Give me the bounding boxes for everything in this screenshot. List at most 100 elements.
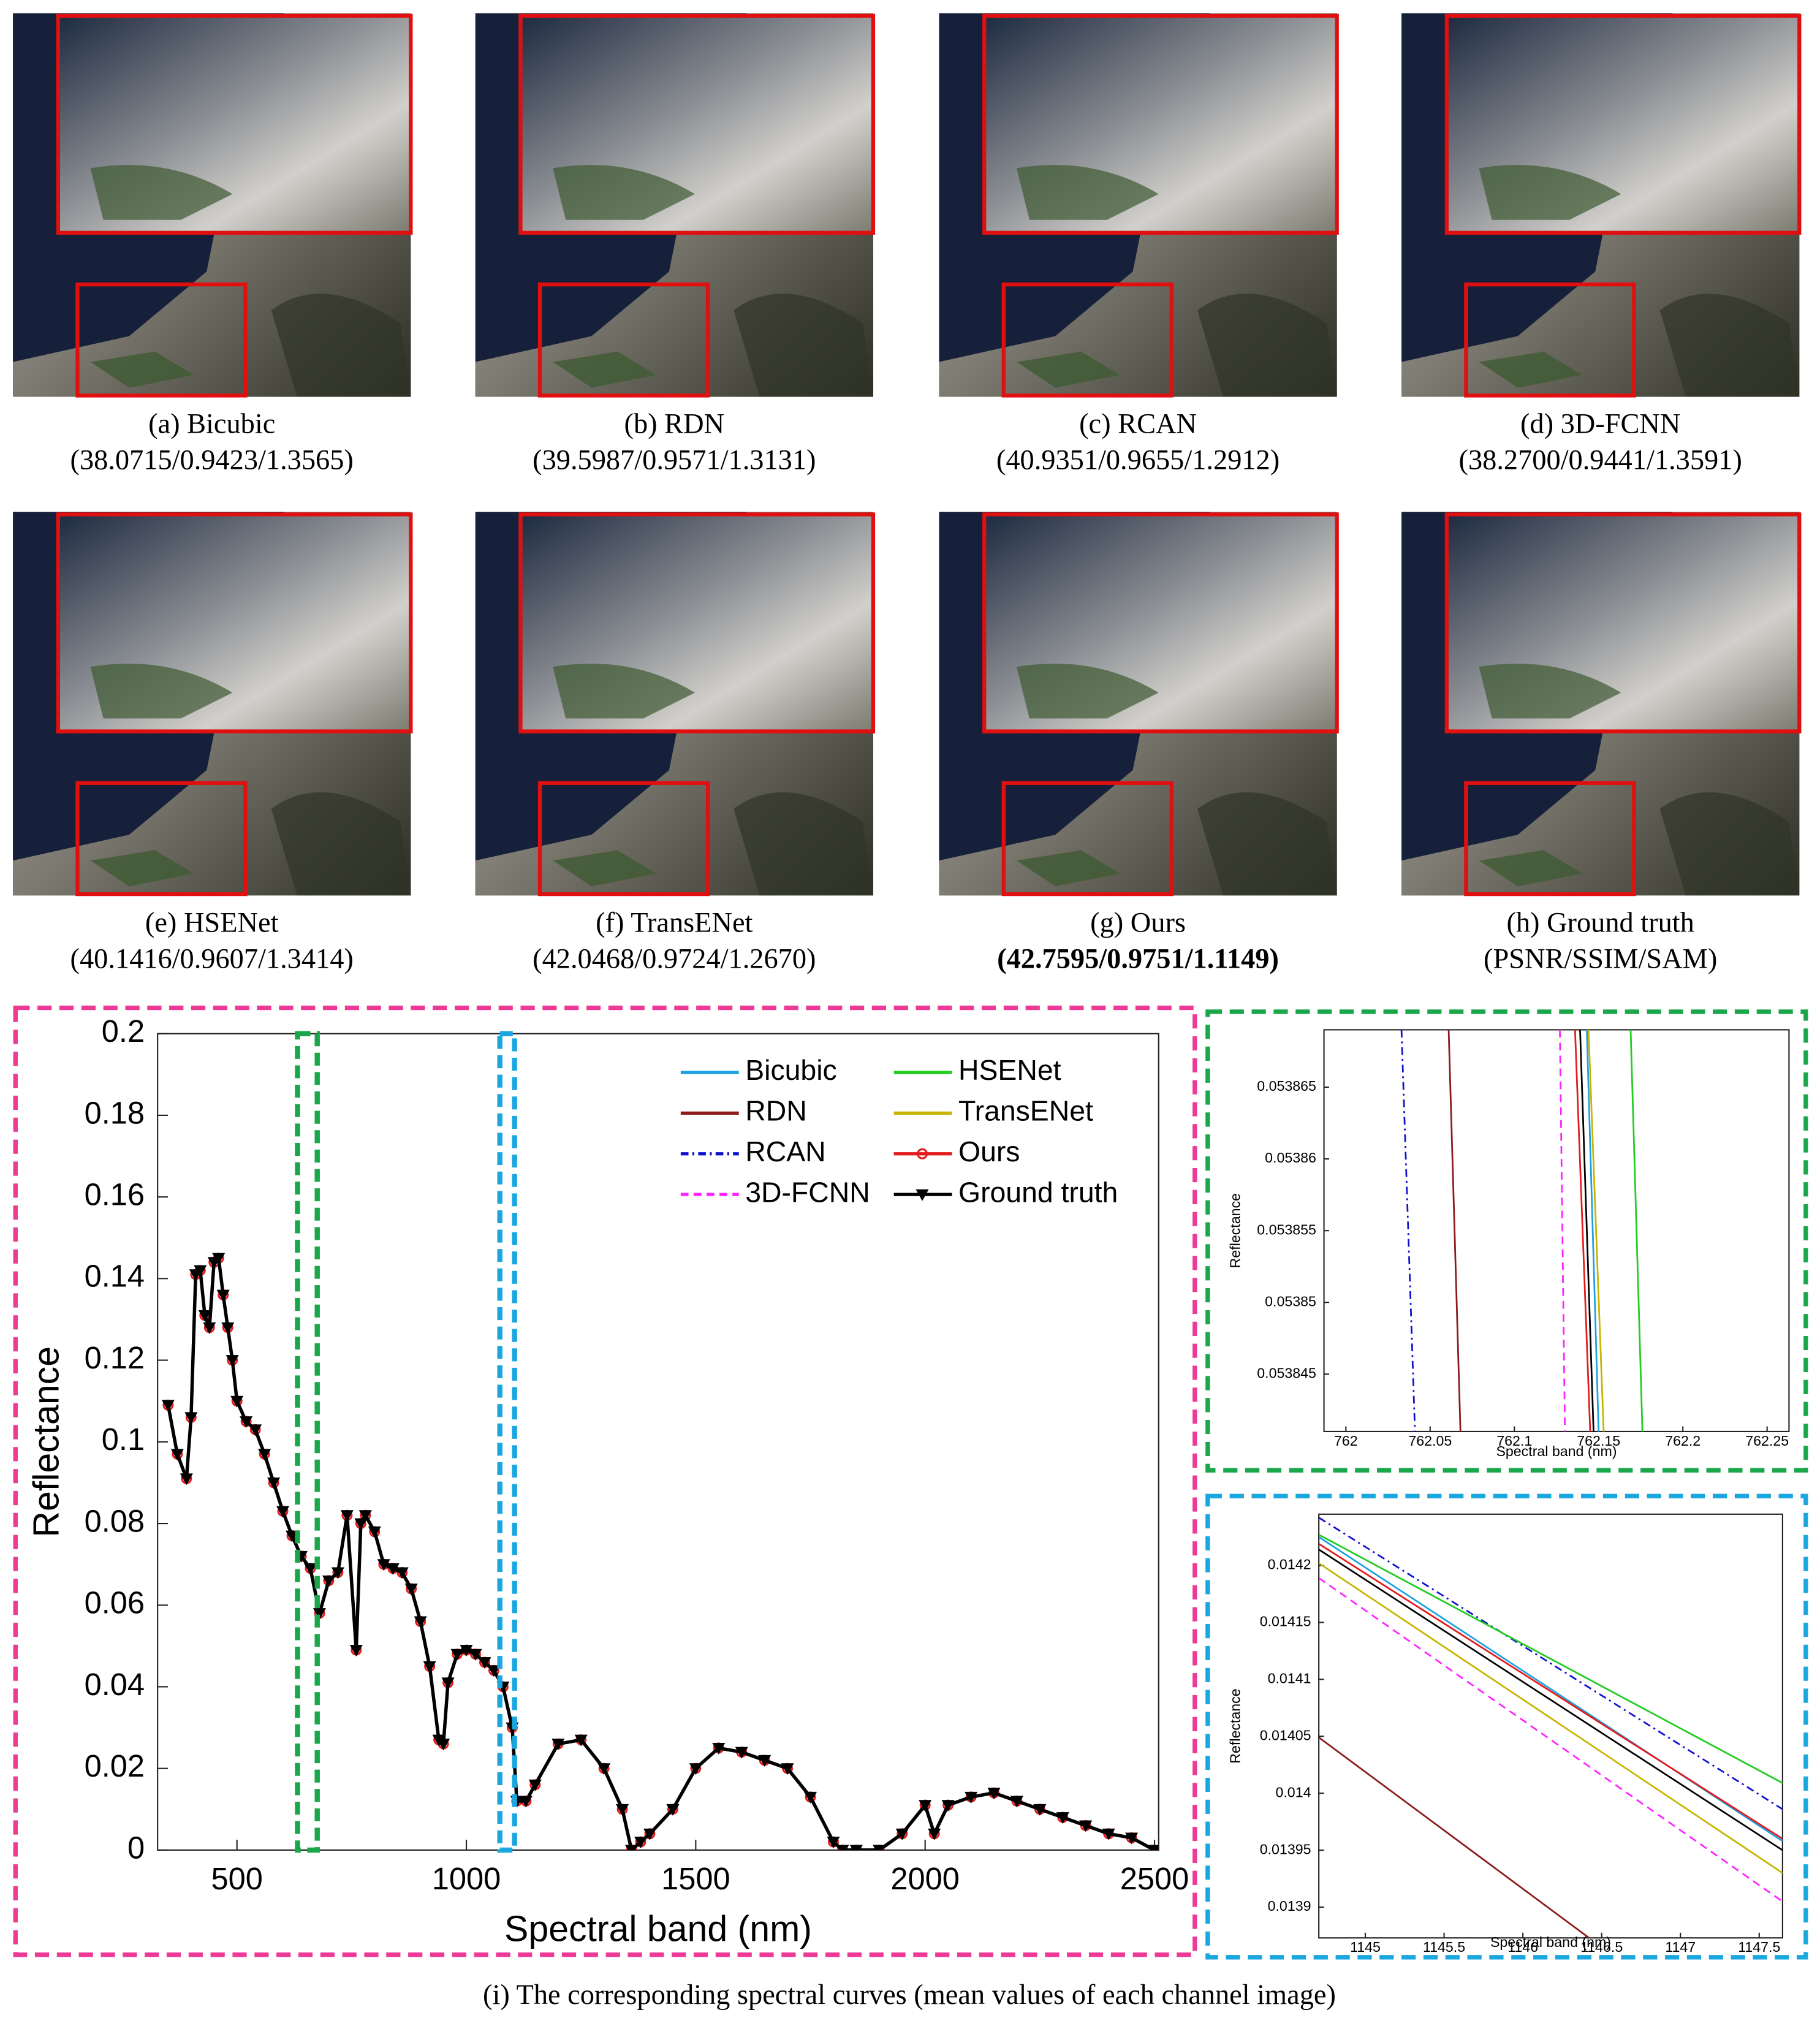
marker xyxy=(423,1661,436,1673)
x-tick-label: 762.05 xyxy=(1408,1433,1452,1449)
x-tick-label: 500 xyxy=(211,1861,262,1896)
y-axis-label: Reflectance xyxy=(1227,1688,1243,1763)
marker xyxy=(303,1563,317,1575)
marker xyxy=(349,1645,363,1657)
marker xyxy=(331,1567,344,1579)
y-tick-label: 0.0139 xyxy=(1268,1898,1311,1914)
marker xyxy=(267,1477,281,1489)
y-tick-label: 0.053855 xyxy=(1257,1221,1316,1237)
x-tick-label: 1146.5 xyxy=(1580,1939,1623,1955)
marker xyxy=(198,1310,211,1322)
satellite-image xyxy=(13,512,411,895)
marker xyxy=(478,1657,491,1669)
series-line xyxy=(1559,1030,1566,1432)
chart: 0 0.02 0.04 0.06 0.08 0.1 0.12 0.14 0.16 0.18 0.2 5… xyxy=(26,1014,1189,1949)
series-line xyxy=(1319,1543,1783,1840)
marker xyxy=(616,1804,629,1816)
marker xyxy=(1102,1828,1115,1840)
highlight-region xyxy=(497,1031,517,1853)
chart: 0.0139 0.01395 0.014 0.01405 0.0141 0.01415 0.… xyxy=(1227,1513,1783,1955)
marker xyxy=(873,1845,886,1850)
marker xyxy=(441,1677,455,1690)
marker xyxy=(469,1648,482,1661)
satellite-image xyxy=(1401,13,1799,397)
y-tick-label: 0.04 xyxy=(85,1667,145,1702)
panel-metrics: (42.7595/0.9751/1.1149) xyxy=(997,943,1279,974)
y-axis-label: Reflectance xyxy=(26,1346,67,1538)
satellite-image xyxy=(476,13,873,397)
y-tick-label: 0.01415 xyxy=(1260,1614,1311,1630)
marker xyxy=(919,1800,932,1812)
y-tick-label: 0.053865 xyxy=(1257,1078,1316,1094)
y-tick-label: 0.053845 xyxy=(1257,1365,1316,1381)
series-line xyxy=(1319,1534,1783,1784)
marker xyxy=(226,1355,239,1367)
marker xyxy=(519,1796,533,1808)
y-tick-label: 0.18 xyxy=(85,1095,145,1130)
x-axis-label: Spectral band (nm) xyxy=(1496,1443,1617,1459)
figure-caption: (i) The corresponding spectral curves (m… xyxy=(483,1979,1336,2011)
marker xyxy=(735,1747,748,1759)
marker xyxy=(212,1253,226,1265)
y-tick-label: 0.08 xyxy=(85,1503,145,1538)
highlight-region xyxy=(295,1031,320,1853)
legend-label: RCAN xyxy=(745,1136,825,1167)
marker xyxy=(689,1763,702,1775)
legend-label: Ours xyxy=(958,1136,1020,1167)
panel-label: (h) Ground truth xyxy=(1506,907,1694,938)
y-tick-label: 0.16 xyxy=(85,1177,145,1212)
satellite-image xyxy=(939,13,1337,397)
y-tick-label: 0.014 xyxy=(1275,1784,1311,1800)
legend-label: 3D-FCNN xyxy=(745,1176,870,1208)
marker xyxy=(666,1804,680,1816)
marker xyxy=(194,1265,207,1277)
series-line xyxy=(1629,1030,1644,1432)
marker xyxy=(450,1648,464,1661)
panel-metrics: (40.9351/0.9655/1.2912) xyxy=(996,445,1280,476)
legend-label: Ground truth xyxy=(958,1176,1118,1208)
marker xyxy=(368,1526,381,1538)
marker xyxy=(249,1424,262,1436)
plot-area xyxy=(157,1033,1159,1851)
x-axis-label: Spectral band (nm) xyxy=(504,1908,812,1949)
marker xyxy=(1010,1796,1023,1808)
marker xyxy=(322,1575,335,1587)
panel-frame xyxy=(13,1005,1197,1957)
marker xyxy=(184,1412,198,1424)
panel-label: (d) 3D-FCNN xyxy=(1520,409,1680,440)
marker xyxy=(258,1449,271,1461)
marker xyxy=(1079,1820,1093,1832)
y-tick-label: 0.0141 xyxy=(1268,1670,1311,1686)
y-axis-label: Reflectance xyxy=(1227,1193,1243,1268)
marker xyxy=(643,1828,657,1840)
panel-metrics: (PSNR/SSIM/SAM) xyxy=(1484,943,1717,974)
y-tick-label: 0.02 xyxy=(85,1748,145,1783)
y-tick-label: 0.01405 xyxy=(1260,1727,1311,1743)
marker xyxy=(965,1791,978,1804)
x-tick-label: 762 xyxy=(1334,1433,1358,1449)
marker xyxy=(928,1828,941,1840)
series-line xyxy=(1579,1030,1594,1432)
marker xyxy=(460,1645,473,1657)
panel-label: (a) Bicubic xyxy=(148,409,275,440)
legend-label: Bicubic xyxy=(745,1054,836,1086)
y-tick-label: 0.14 xyxy=(85,1259,145,1294)
y-tick-label: 0.05385 xyxy=(1265,1293,1316,1309)
marker xyxy=(634,1837,648,1849)
marker xyxy=(836,1845,849,1850)
marker xyxy=(781,1763,794,1775)
x-tick-label: 1500 xyxy=(661,1861,730,1896)
y-tick-label: 0.1 xyxy=(102,1422,145,1457)
plot-lines xyxy=(1400,1030,1644,1432)
y-tick-label: 0.12 xyxy=(85,1340,145,1375)
marker xyxy=(552,1739,565,1751)
x-tick-label: 762.1 xyxy=(1496,1433,1532,1449)
marker xyxy=(895,1828,909,1840)
marker xyxy=(395,1567,409,1579)
satellite-image xyxy=(939,512,1337,895)
chart: 0.053845 0.05385 0.053855 0.05386 0.053865 76… xyxy=(1227,1029,1790,1459)
panel-metrics: (38.2700/0.9441/1.3591) xyxy=(1459,445,1742,476)
marker xyxy=(487,1665,501,1677)
marker xyxy=(313,1608,326,1620)
